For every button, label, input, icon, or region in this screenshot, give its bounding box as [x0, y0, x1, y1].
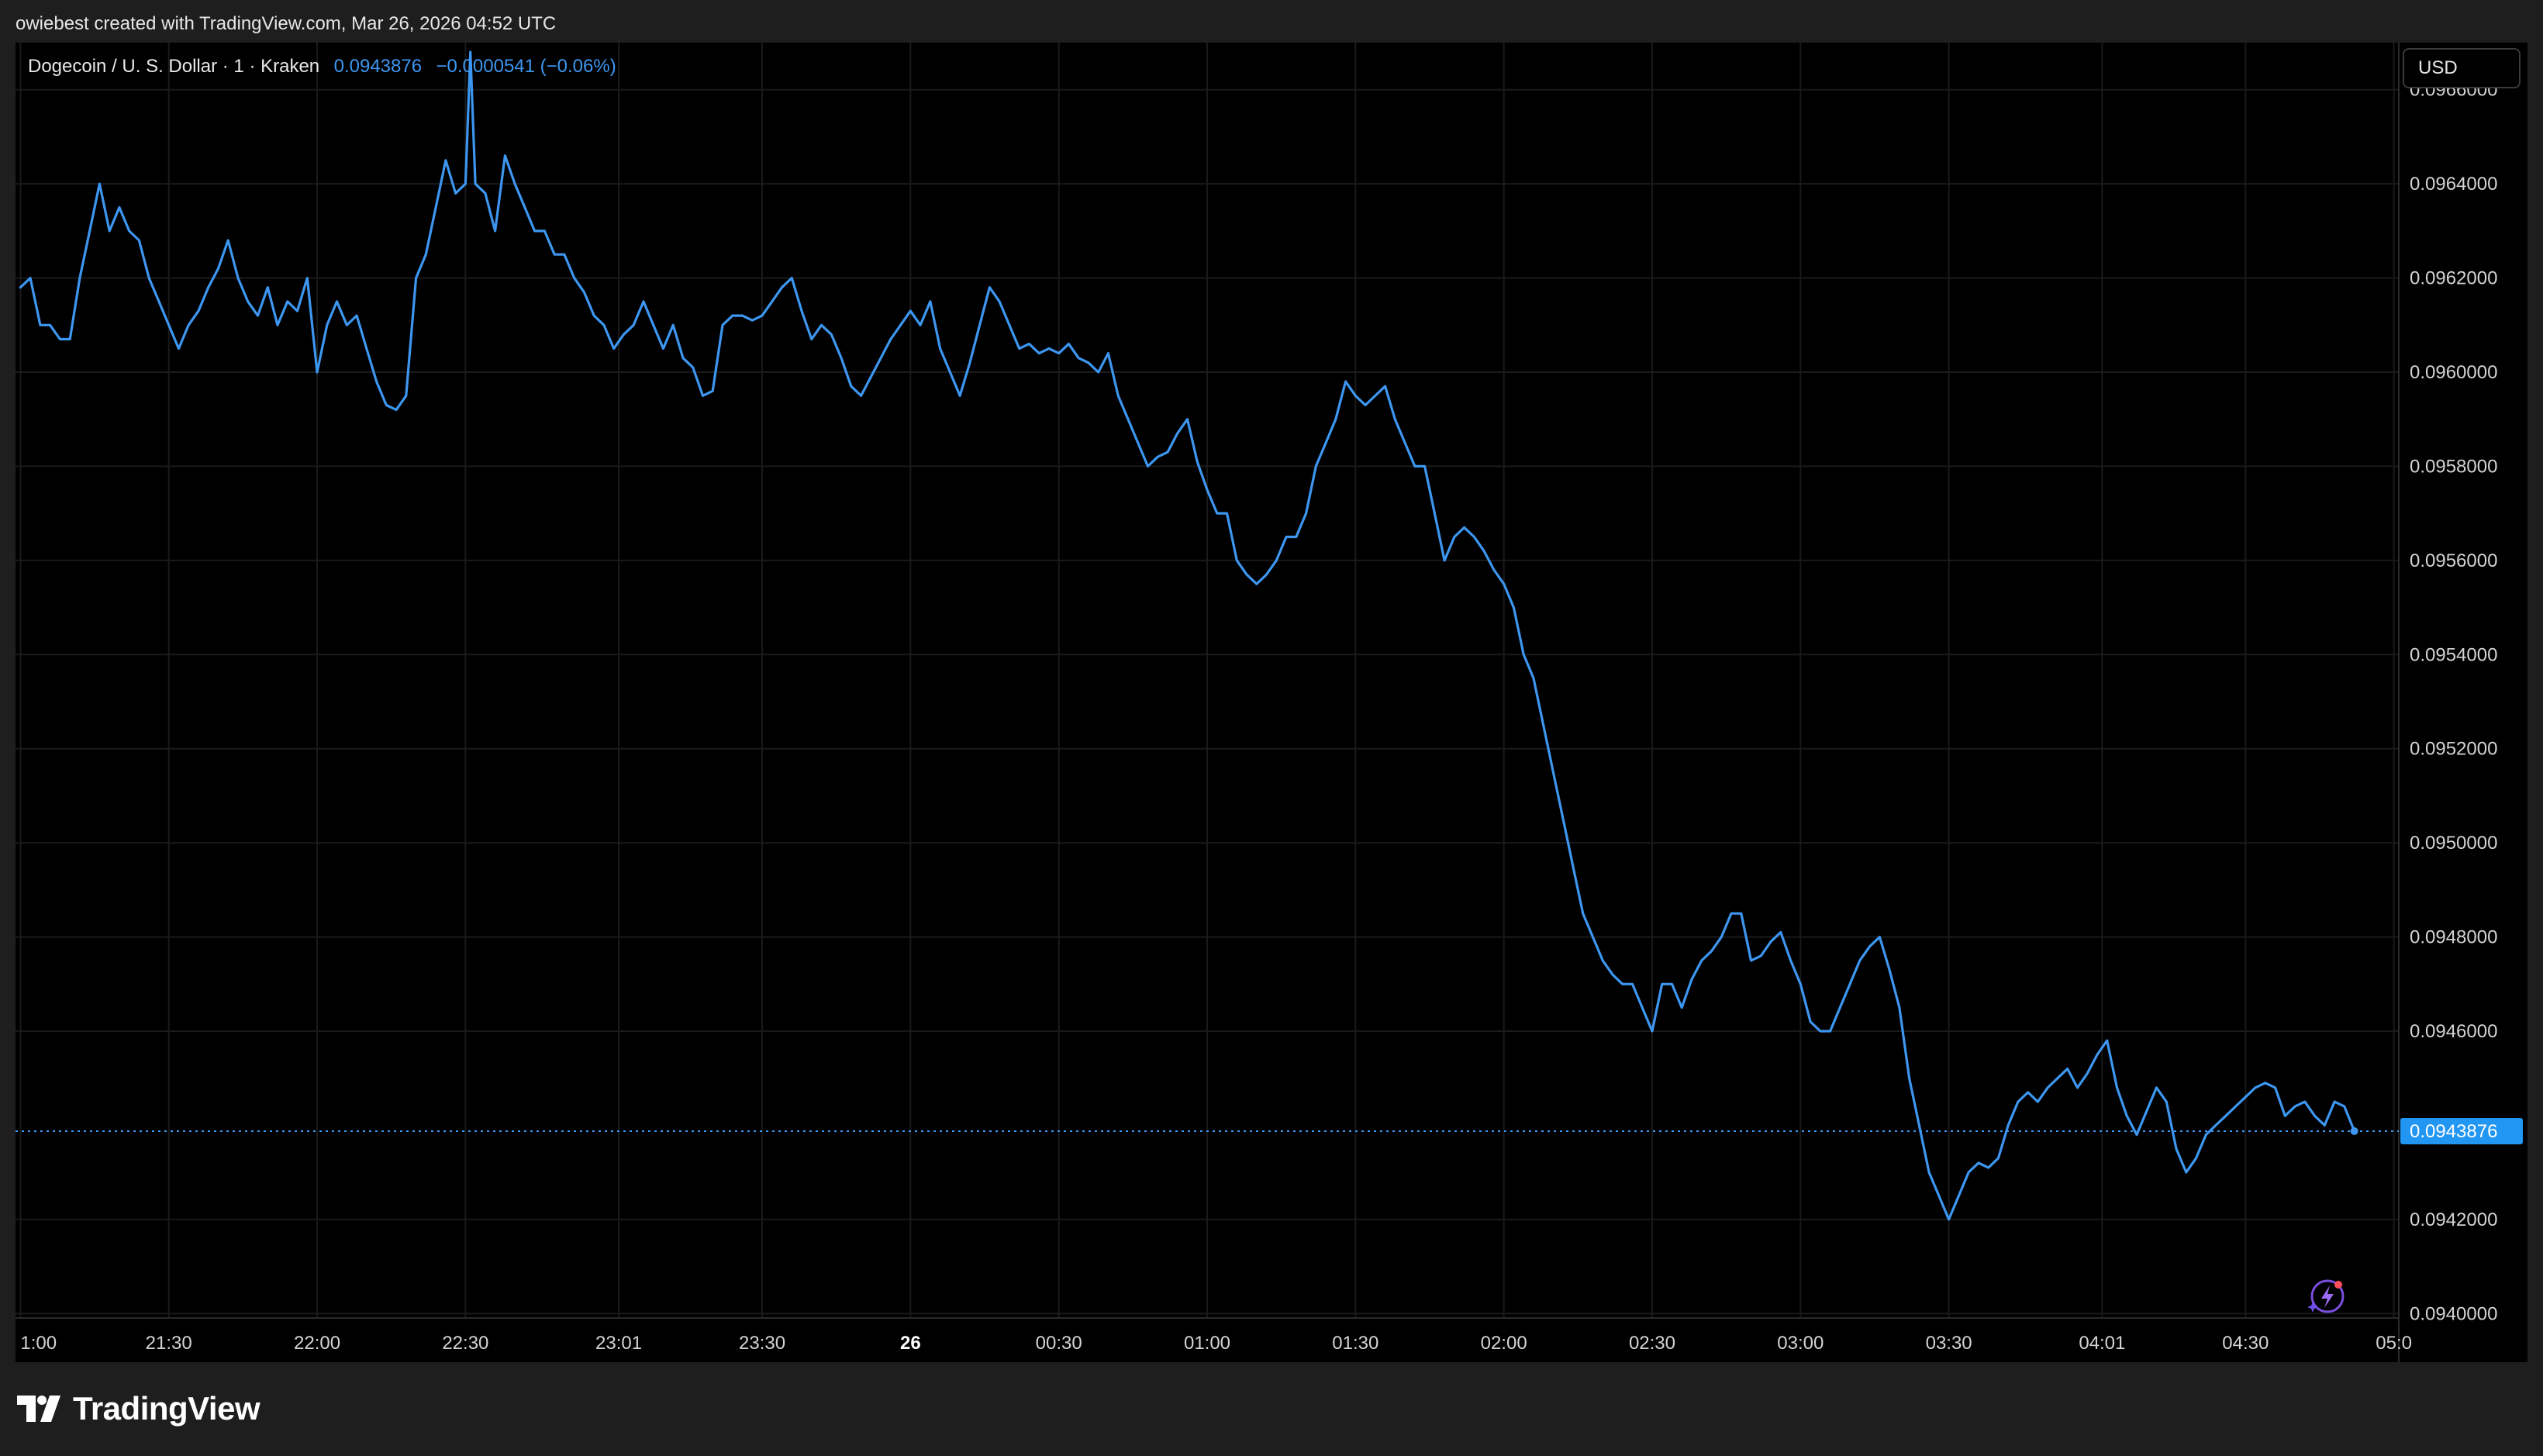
y-tick-label: 0.0958000: [2410, 456, 2497, 477]
x-tick-label: 03:30: [1926, 1333, 1972, 1354]
y-tick-label: 0.0956000: [2410, 550, 2497, 571]
x-tick-label: 01:30: [1332, 1333, 1378, 1354]
legend[interactable]: Dogecoin / U. S. Dollar · 1 · Kraken 0.0…: [28, 56, 616, 77]
y-tick-label: 0.0948000: [2410, 927, 2497, 948]
y-tick-label: 0.0946000: [2410, 1021, 2497, 1042]
x-tick-label: 22:00: [294, 1333, 340, 1354]
y-tick-label: 0.0942000: [2410, 1209, 2497, 1230]
x-tick-label: 02:00: [1481, 1333, 1527, 1354]
last-price-dot: [2350, 1127, 2358, 1135]
legend-change: −0.0000541 (−0.06%): [436, 56, 616, 77]
y-tick-label: 0.0964000: [2410, 174, 2497, 195]
price-axis[interactable]: 0.09660000.09640000.09620000.09600000.09…: [2410, 80, 2497, 1325]
y-tick-label: 0.0960000: [2410, 362, 2497, 383]
x-tick-label: 04:01: [2079, 1333, 2125, 1354]
x-tick-label: 1:00: [20, 1333, 57, 1354]
x-tick-label: 01:00: [1184, 1333, 1230, 1354]
chart-panel[interactable]: 0.0966000 0.0964000 0.0962000 0.0960000 0.09…: [16, 43, 2527, 1362]
x-tick-label: 23:30: [739, 1333, 785, 1354]
y-tick-label: 0.0952000: [2410, 739, 2497, 760]
x-tick-label: 26: [900, 1333, 921, 1354]
y-tick-label: 0.0954000: [2410, 644, 2497, 665]
x-tick-label: 22:30: [442, 1333, 488, 1354]
last-price-tag: 0.0943876: [2400, 1117, 2523, 1144]
last-price-label: 0.0943876: [2410, 1121, 2497, 1142]
currency-selector[interactable]: USD: [2403, 48, 2521, 88]
brand-logo[interactable]: TradingView: [17, 1388, 261, 1430]
price-chart[interactable]: 0.09660000.09640000.09620000.09600000.09…: [16, 43, 2527, 1362]
x-tick-label: 04:30: [2222, 1333, 2269, 1354]
legend-last-price: 0.0943876: [334, 56, 422, 77]
x-tick-label: 05:0: [2376, 1333, 2412, 1354]
x-tick-label: 02:30: [1629, 1333, 1675, 1354]
credit-text: owiebest created with TradingView.com, M…: [16, 13, 557, 34]
x-tick-label: 21:30: [146, 1333, 192, 1354]
time-axis[interactable]: 1:00 21:30 22:00 22:30 23:01 23:30 26 00:30 01:0…: [20, 1333, 2412, 1354]
grid: [16, 43, 2399, 1318]
x-tick-label: 03:00: [1777, 1333, 1824, 1354]
sparkle-lightning-icon[interactable]: [2307, 1279, 2345, 1313]
legend-symbol: Dogecoin / U. S. Dollar · 1 · Kraken: [28, 56, 319, 77]
price-series-line[interactable]: [19, 50, 2356, 1221]
y-tick-label: 0.0940000: [2410, 1303, 2497, 1324]
tradingview-logo-icon: [17, 1396, 60, 1422]
y-tick-label: 0.0950000: [2410, 833, 2497, 854]
brand-name: TradingView: [73, 1390, 261, 1427]
x-tick-label: 00:30: [1036, 1333, 1082, 1354]
y-tick-label: 0.0962000: [2410, 268, 2497, 289]
x-tick-label: 23:01: [595, 1333, 642, 1354]
